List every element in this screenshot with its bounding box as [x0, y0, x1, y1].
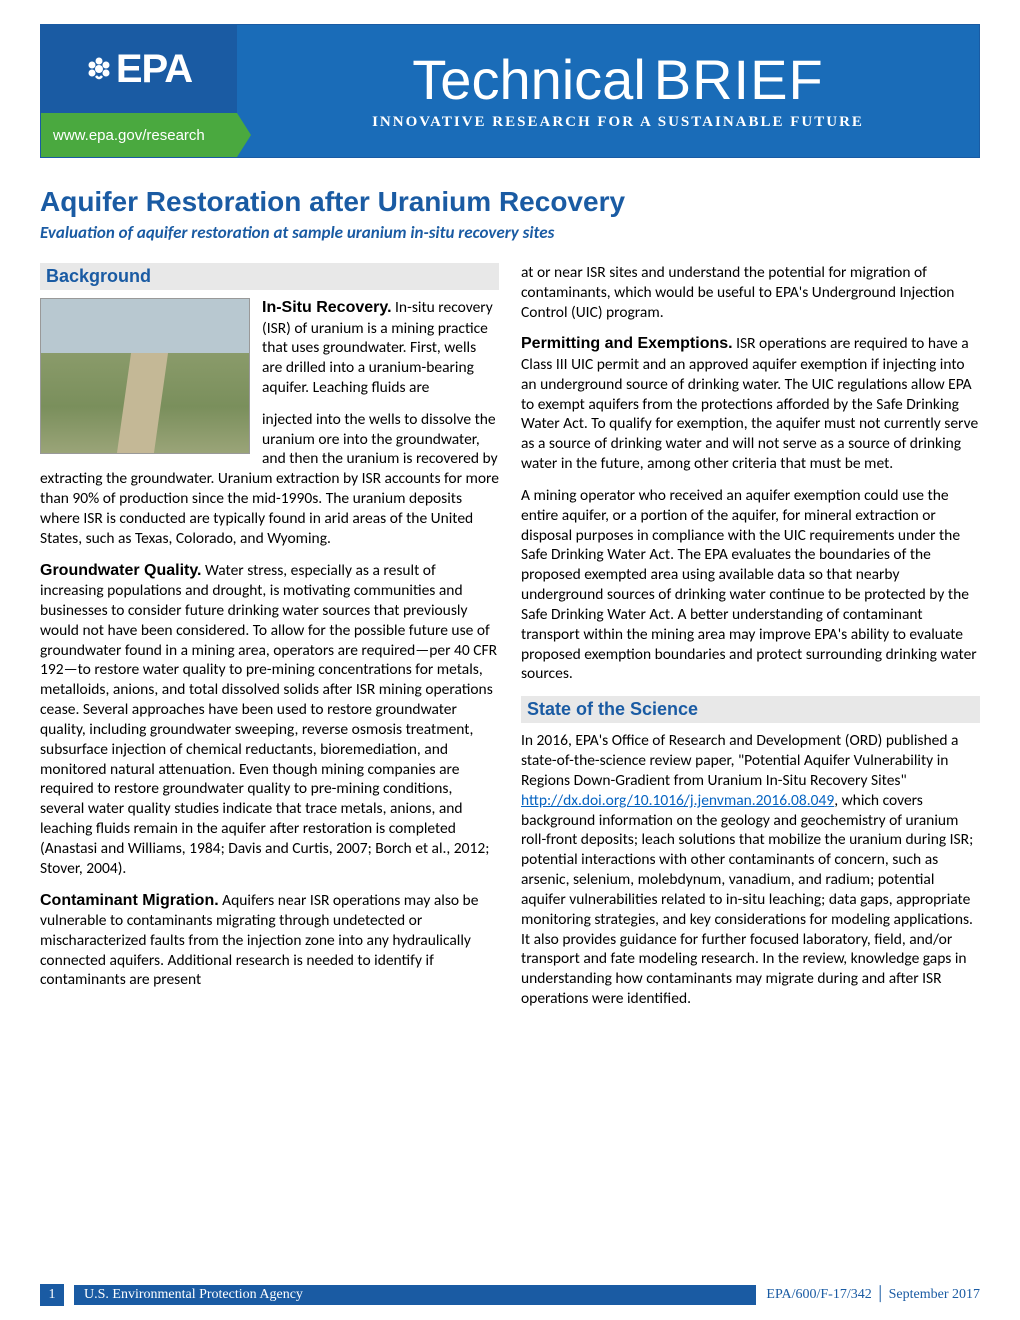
tagline: INNOVATIVE RESEARCH FOR A SUSTAINABLE FU… [372, 114, 864, 131]
left-column: Background In-Situ Recovery. In-situ rec… [40, 263, 499, 1021]
page-subtitle: Evaluation of aquifer restoration at sam… [40, 222, 980, 243]
permitting-heading: Permitting and Exemptions. [521, 335, 733, 352]
epa-flower-icon [86, 56, 112, 82]
docnum-text: EPA/600/F-17/342 [766, 1287, 871, 1302]
migration-heading: Contaminant Migration. [40, 892, 219, 909]
technical-brief-title: Technical BRIEF [412, 52, 823, 108]
page-title: Aquifer Restoration after Uranium Recove… [40, 186, 980, 218]
groundwater-heading: Groundwater Quality. [40, 562, 202, 579]
groundwater-text: Water stress, especially as a result of … [40, 561, 497, 878]
page-footer: 1 U.S. Environmental Protection Agency E… [40, 1284, 980, 1306]
doi-link[interactable]: http://dx.doi.org/10.1016/j.jenvman.2016… [521, 791, 834, 810]
right-column: at or near ISR sites and understand the … [521, 263, 980, 1021]
exemption-para: A mining operator who received an aquife… [521, 486, 980, 684]
state-heading: State of the Science [521, 696, 980, 723]
groundwater-para: Groundwater Quality. Water stress, espec… [40, 561, 499, 879]
state-text-body: , which covers background information on… [521, 791, 973, 1008]
insitu-heading: In-Situ Recovery. [262, 299, 392, 316]
agency-name: U.S. Environmental Protection Agency [74, 1285, 756, 1305]
background-heading: Background [40, 263, 499, 290]
continuation-para: at or near ISR sites and understand the … [521, 263, 980, 322]
research-url: www.epa.gov/research [41, 113, 237, 157]
document-number: EPA/600/F-17/342 │ September 2017 [766, 1287, 980, 1303]
permitting-para: Permitting and Exemptions. ISR operation… [521, 334, 980, 473]
page-number: 1 [40, 1284, 64, 1306]
epa-logo: EPA [41, 25, 237, 113]
state-para: In 2016, EPA's Office of Research and De… [521, 731, 980, 1009]
docnum-date: September 2017 [889, 1287, 980, 1302]
docnum-sep: │ [872, 1287, 889, 1302]
site-photo [40, 298, 250, 454]
permitting-text: ISR operations are required to have a Cl… [521, 334, 978, 473]
header-banner: EPA www.epa.gov/research Technical BRIEF… [40, 24, 980, 158]
state-text-intro: In 2016, EPA's Office of Research and De… [521, 731, 958, 790]
migration-para: Contaminant Migration. Aquifers near ISR… [40, 891, 499, 991]
tech-word: Technical [412, 52, 645, 108]
brief-word: BRIEF [654, 52, 824, 108]
epa-logo-text: EPA [116, 47, 192, 92]
